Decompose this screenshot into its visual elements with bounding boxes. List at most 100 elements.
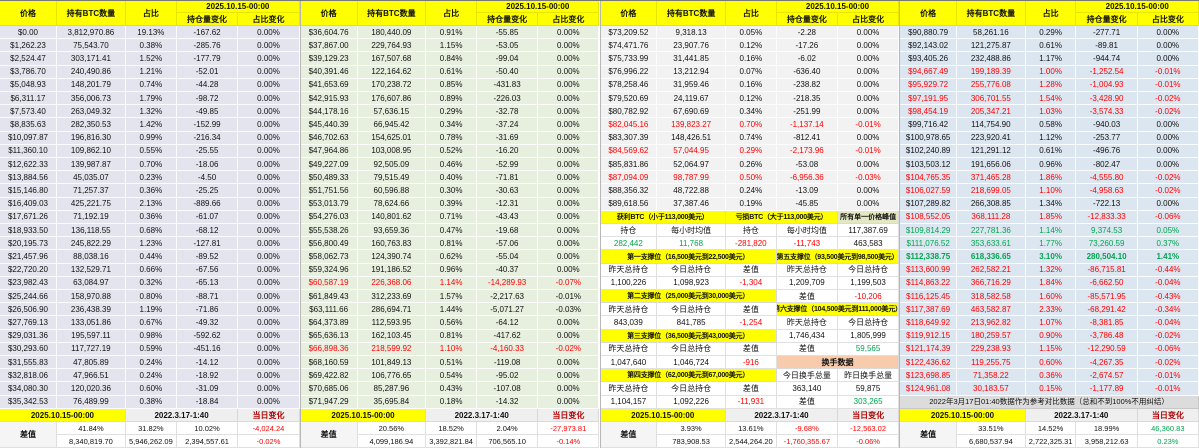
ratio-cell[interactable]: 0.40% — [426, 171, 477, 185]
ratio-change-cell[interactable]: 0.00% — [837, 52, 900, 66]
summary-cell[interactable]: 昨天总持仓 — [600, 382, 658, 396]
position-change-cell[interactable]: -496.76 — [1076, 144, 1138, 159]
ratio-cell[interactable]: 0.90% — [1025, 329, 1077, 343]
ratio-change-cell[interactable]: 0.00% — [1137, 197, 1199, 211]
ratio-cell[interactable]: 0.96% — [1025, 158, 1077, 172]
position-change-cell[interactable]: -889.66 — [176, 197, 239, 211]
ratio-change-cell[interactable]: -0.02% — [1137, 184, 1199, 198]
price-cell[interactable]: $32,818.06 — [0, 369, 57, 383]
position-change-cell[interactable]: -67.56 — [176, 263, 239, 277]
footer-daily-change-label[interactable]: 当日变化 — [538, 409, 600, 422]
position-change-cell[interactable]: -940.03 — [1076, 118, 1138, 132]
position-change-cell[interactable]: -12,833.33 — [1076, 210, 1138, 225]
position-change-cell[interactable]: -12.31 — [476, 197, 539, 211]
position-change-cell[interactable]: 73,260.59 — [1076, 237, 1138, 251]
btc-amount-cell[interactable]: 47,966.51 — [56, 369, 126, 383]
summary-cell[interactable]: 昨日换手总量 — [837, 369, 900, 383]
btc-amount-cell[interactable]: 92,505.09 — [357, 158, 427, 172]
position-change-cell[interactable]: -285.76 — [176, 39, 239, 53]
price-cell[interactable]: $58,062.73 — [300, 250, 358, 264]
position-change-cell[interactable]: -64.12 — [476, 316, 539, 330]
ratio-change-cell[interactable]: -0.34% — [1137, 303, 1199, 317]
footer-percent-cell[interactable]: 31.82% — [125, 422, 177, 435]
summary-cell[interactable]: 昨天总持仓 — [776, 263, 838, 277]
btc-amount-cell[interactable]: 31,959.46 — [657, 78, 726, 93]
btc-amount-cell[interactable]: 60,596.88 — [357, 184, 427, 198]
ratio-cell[interactable]: 1.14% — [1025, 224, 1077, 238]
price-cell[interactable]: $60,587.19 — [300, 276, 358, 291]
btc-amount-cell[interactable]: 232,488.86 — [957, 52, 1026, 66]
summary-cell[interactable]: 今日总持仓 — [837, 263, 900, 277]
ratio-change-cell[interactable]: 0.00% — [538, 395, 600, 409]
ratio-change-cell[interactable]: -0.02% — [1137, 171, 1199, 185]
price-cell[interactable]: $30,293.60 — [0, 342, 57, 357]
ratio-change-cell[interactable]: 0.00% — [837, 26, 900, 40]
price-cell[interactable]: $37,867.00 — [300, 39, 358, 53]
price-cell[interactable]: $10,097.87 — [0, 131, 57, 145]
header-price[interactable]: 价格 — [600, 1, 658, 26]
position-change-cell[interactable]: -98.72 — [176, 92, 239, 106]
ratio-change-cell[interactable]: -0.04% — [1137, 276, 1199, 291]
summary-cell[interactable]: 1,098,923 — [657, 276, 726, 291]
footer-percent-cell[interactable]: 18.99% — [1076, 422, 1138, 435]
position-change-cell[interactable]: -4,958.63 — [1076, 184, 1138, 198]
ratio-cell[interactable]: 0.66% — [125, 263, 177, 277]
ratio-change-cell[interactable]: 0.00% — [837, 105, 900, 119]
position-change-cell[interactable]: -55.04 — [476, 250, 539, 264]
ratio-change-cell[interactable]: -0.03% — [538, 303, 600, 317]
btc-amount-cell[interactable]: 371,465.28 — [957, 171, 1026, 185]
price-cell[interactable]: $23,982.43 — [0, 276, 57, 291]
position-change-cell[interactable]: -277.71 — [1076, 26, 1138, 40]
ratio-change-cell[interactable]: 0.00% — [238, 158, 300, 172]
summary-cell[interactable]: -11,743 — [776, 237, 838, 251]
price-cell[interactable]: $12,622.33 — [0, 158, 57, 172]
footer-percent-cell[interactable]: 3.93% — [657, 422, 726, 435]
position-change-cell[interactable]: -722.13 — [1076, 197, 1138, 211]
position-change-cell[interactable]: -85,571.95 — [1076, 290, 1138, 304]
ratio-cell[interactable]: 1.10% — [426, 342, 477, 357]
ratio-cell[interactable]: 0.44% — [125, 250, 177, 264]
ratio-change-cell[interactable]: 0.00% — [238, 78, 300, 93]
header-date[interactable]: 2025.10.15-00:00 — [176, 1, 300, 13]
price-cell[interactable]: $59,324.96 — [300, 263, 358, 277]
price-cell[interactable]: $63,111.66 — [300, 303, 358, 317]
ratio-change-cell[interactable]: 0.00% — [238, 276, 300, 291]
position-change-cell[interactable]: -52.01 — [176, 65, 239, 79]
ratio-change-cell[interactable]: -0.02% — [1137, 356, 1199, 370]
price-cell[interactable]: $66,898.36 — [300, 342, 358, 357]
price-cell[interactable]: $17,671.26 — [0, 210, 57, 225]
ratio-change-cell[interactable]: 0.00% — [238, 118, 300, 132]
ratio-cell[interactable]: 0.46% — [426, 158, 477, 172]
btc-amount-cell[interactable]: 356,006.73 — [56, 92, 126, 106]
price-cell[interactable]: $118,649.92 — [900, 316, 957, 330]
position-change-cell[interactable]: -119.08 — [476, 356, 539, 370]
btc-amount-cell[interactable]: 205,347.21 — [957, 105, 1026, 119]
price-cell[interactable]: $42,915.93 — [300, 92, 358, 106]
price-cell[interactable]: $55,538.26 — [300, 224, 358, 238]
btc-amount-cell[interactable]: 306,701.55 — [957, 92, 1026, 106]
summary-cell[interactable]: 59,565 — [837, 342, 900, 357]
price-cell[interactable]: $79,520.69 — [600, 92, 658, 106]
footer-amount-cell[interactable]: -1,760,355.67 — [776, 435, 838, 448]
ratio-cell[interactable]: 1.34% — [1025, 197, 1077, 211]
btc-amount-cell[interactable]: 366,716.29 — [957, 276, 1026, 291]
ratio-change-cell[interactable]: 0.00% — [538, 92, 600, 106]
btc-amount-cell[interactable]: 227,781.36 — [957, 224, 1026, 238]
summary-cell[interactable]: 11,768 — [657, 237, 726, 251]
support-level-label[interactable]: 第六支撑位（104,500美元到111,000美元） — [776, 303, 900, 317]
ratio-cell[interactable]: 1.57% — [426, 290, 477, 304]
btc-amount-cell[interactable]: 226,368.06 — [357, 276, 427, 291]
ratio-cell[interactable]: 0.59% — [125, 342, 177, 357]
price-cell[interactable]: $75,733.99 — [600, 52, 658, 66]
position-change-cell[interactable]: -61.07 — [176, 210, 239, 225]
ratio-change-cell[interactable]: 0.00% — [538, 65, 600, 79]
ratio-change-cell[interactable]: -0.06% — [1137, 342, 1199, 357]
position-change-cell[interactable]: -99.04 — [476, 52, 539, 66]
position-change-cell[interactable]: -226.03 — [476, 92, 539, 106]
support-level-label[interactable]: 第一支撑位（16,500美元到22,500美元） — [600, 250, 777, 264]
footer-percent-cell[interactable]: 13.61% — [725, 422, 777, 435]
ratio-cell[interactable]: 0.61% — [1025, 144, 1077, 159]
ratio-change-cell[interactable]: 0.00% — [837, 65, 900, 79]
btc-amount-cell[interactable]: 76,489.99 — [56, 395, 126, 409]
ratio-cell[interactable]: 0.12% — [725, 92, 777, 106]
